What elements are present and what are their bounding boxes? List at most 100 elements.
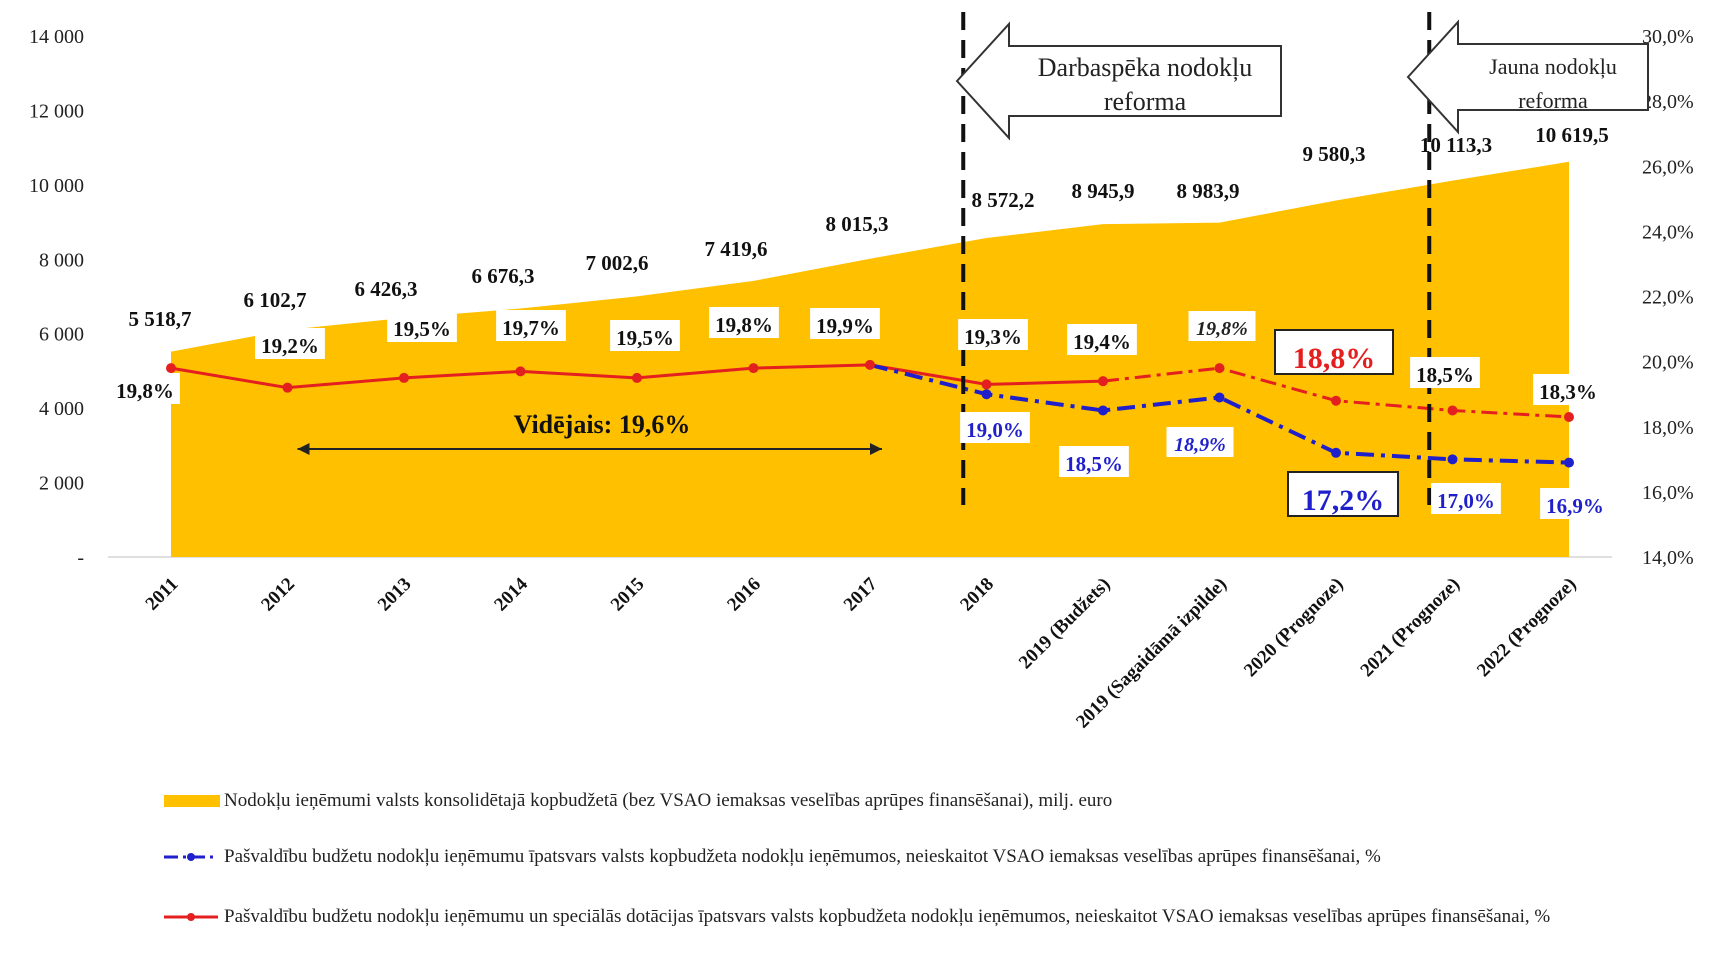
category-label: 2016 [723,574,765,616]
red-point [981,379,992,390]
red-label-highlight: 18,8% [1293,342,1376,375]
right-tick-label: 24,0% [1642,221,1694,243]
left-tick-label: 8 000 [39,249,84,271]
category-label: 2019 (Budžets) [1015,574,1115,674]
legend-label-red: Pašvaldību budžetu nodokļu ieņēmumu un s… [224,906,1551,927]
right-tick-label: 14,0% [1642,547,1694,569]
left-tick-label: 14 000 [29,26,84,48]
area-value-label: 7 419,6 [705,237,768,261]
reform-arrow-1-text: reforma [1104,87,1187,116]
label-box [709,307,779,338]
red-point [1331,395,1341,406]
label-box [387,311,457,342]
area-value-label: 10 619,5 [1535,123,1609,147]
label-box [1067,324,1137,355]
category-label: 2021 (Prognoze) [1357,574,1465,682]
area-value-label: 8 945,9 [1072,179,1135,203]
reform-arrow-1-text: Darbaspēka nodokļu [1038,53,1252,82]
area-value-label: 6 102,7 [244,288,307,312]
blue-point [1098,405,1108,416]
label-box [1287,471,1399,517]
average-arrow-head-right [870,443,882,455]
category-label: 2018 [956,574,998,616]
left-tick-label: - [77,547,84,569]
label-box [1188,311,1256,341]
reform-arrow-2-text: reforma [1518,88,1588,113]
area-value-label: 9 580,3 [1303,142,1366,166]
category-label: 2020 (Prognoze) [1240,574,1348,682]
blue-point [1447,454,1458,465]
reform-arrow-1 [955,21,1282,141]
blue-point [981,389,992,400]
left-tick-label: 12 000 [29,100,84,122]
label-box [1431,483,1501,514]
left-tick-label: 6 000 [39,324,84,346]
red-point [865,359,875,370]
red-value-label: 19,8% [116,379,174,403]
red-value-label: 19,8% [715,313,773,337]
area-value-label: 8 015,3 [826,212,889,236]
category-label: 2012 [257,574,299,616]
label-box [958,319,1028,350]
category-label: 2017 [840,573,882,615]
red-value-label: 19,2% [261,334,319,358]
red-point [166,363,176,374]
red-value-label: 19,5% [393,317,451,341]
red-value-label: 19,4% [1073,330,1131,354]
blue-point [1331,447,1341,458]
right-tick-label: 18,0% [1642,417,1694,439]
red-value-label: 19,9% [816,314,874,338]
label-box [1059,446,1129,477]
legend-label-area: Nodokļu ieņēmumi valsts konsolidētajā ko… [224,790,1113,811]
reform-arrow-2-text: Jauna nodokļu [1489,54,1617,79]
category-label: 2013 [374,574,416,616]
red-point [748,363,759,374]
area-value-label: 8 983,9 [1177,179,1240,203]
category-label: 2014 [490,573,532,615]
red-point [1564,411,1574,422]
area-value-label: 7 002,6 [586,251,649,275]
label-box [610,320,680,351]
area-value-label: 8 572,2 [972,188,1035,212]
right-tick-label: 26,0% [1642,156,1694,178]
blue-value-label: 19,0% [966,418,1024,442]
blue-point [1564,457,1574,468]
label-box [1533,374,1603,405]
red-value-label: 19,3% [964,325,1022,349]
area-value-label: 5 518,7 [129,307,192,331]
area-value-label: 6 426,3 [355,277,418,301]
left-tick-label: 10 000 [29,175,84,197]
red-point [1214,363,1225,374]
reform-arrow-2 [1406,19,1649,135]
area-tax-revenue [171,161,1569,557]
annotations: Vidējais: 19,6% Darbaspēka nodokļu reforma… [297,12,1649,505]
red-point [515,366,526,377]
left-tick-label: 4 000 [39,398,84,420]
left-tick-label: 2 000 [39,473,84,495]
legend-label-blue: Pašvaldību budžetu nodokļu ieņēmumu īpat… [224,846,1381,867]
area-series [171,161,1569,557]
label-box [1274,329,1394,375]
label-box [255,328,325,359]
right-tick-label: 22,0% [1642,287,1694,309]
red-point [1098,376,1108,387]
red-value-label: 18,5% [1416,363,1474,387]
label-box [110,373,180,404]
red-label-italic: 19,8% [1196,318,1248,340]
label-box [1410,357,1480,388]
line-series [166,359,1574,468]
legend-swatch-area [160,790,220,810]
right-tick-label: 28,0% [1642,91,1694,113]
label-box [1166,427,1234,457]
red-point [632,372,642,383]
area-value-label: 10 113,3 [1420,133,1492,157]
legend-swatch-red [160,906,220,926]
right-tick-label: 20,0% [1642,352,1694,374]
blue-point [1214,392,1225,403]
label-box [960,412,1030,443]
label-box [810,308,880,339]
average-label: Vidējais: 19,6% [514,410,691,439]
category-label: 2011 [142,574,183,615]
red-value-label: 19,7% [502,316,560,340]
red-value-label: 19,5% [616,326,674,350]
